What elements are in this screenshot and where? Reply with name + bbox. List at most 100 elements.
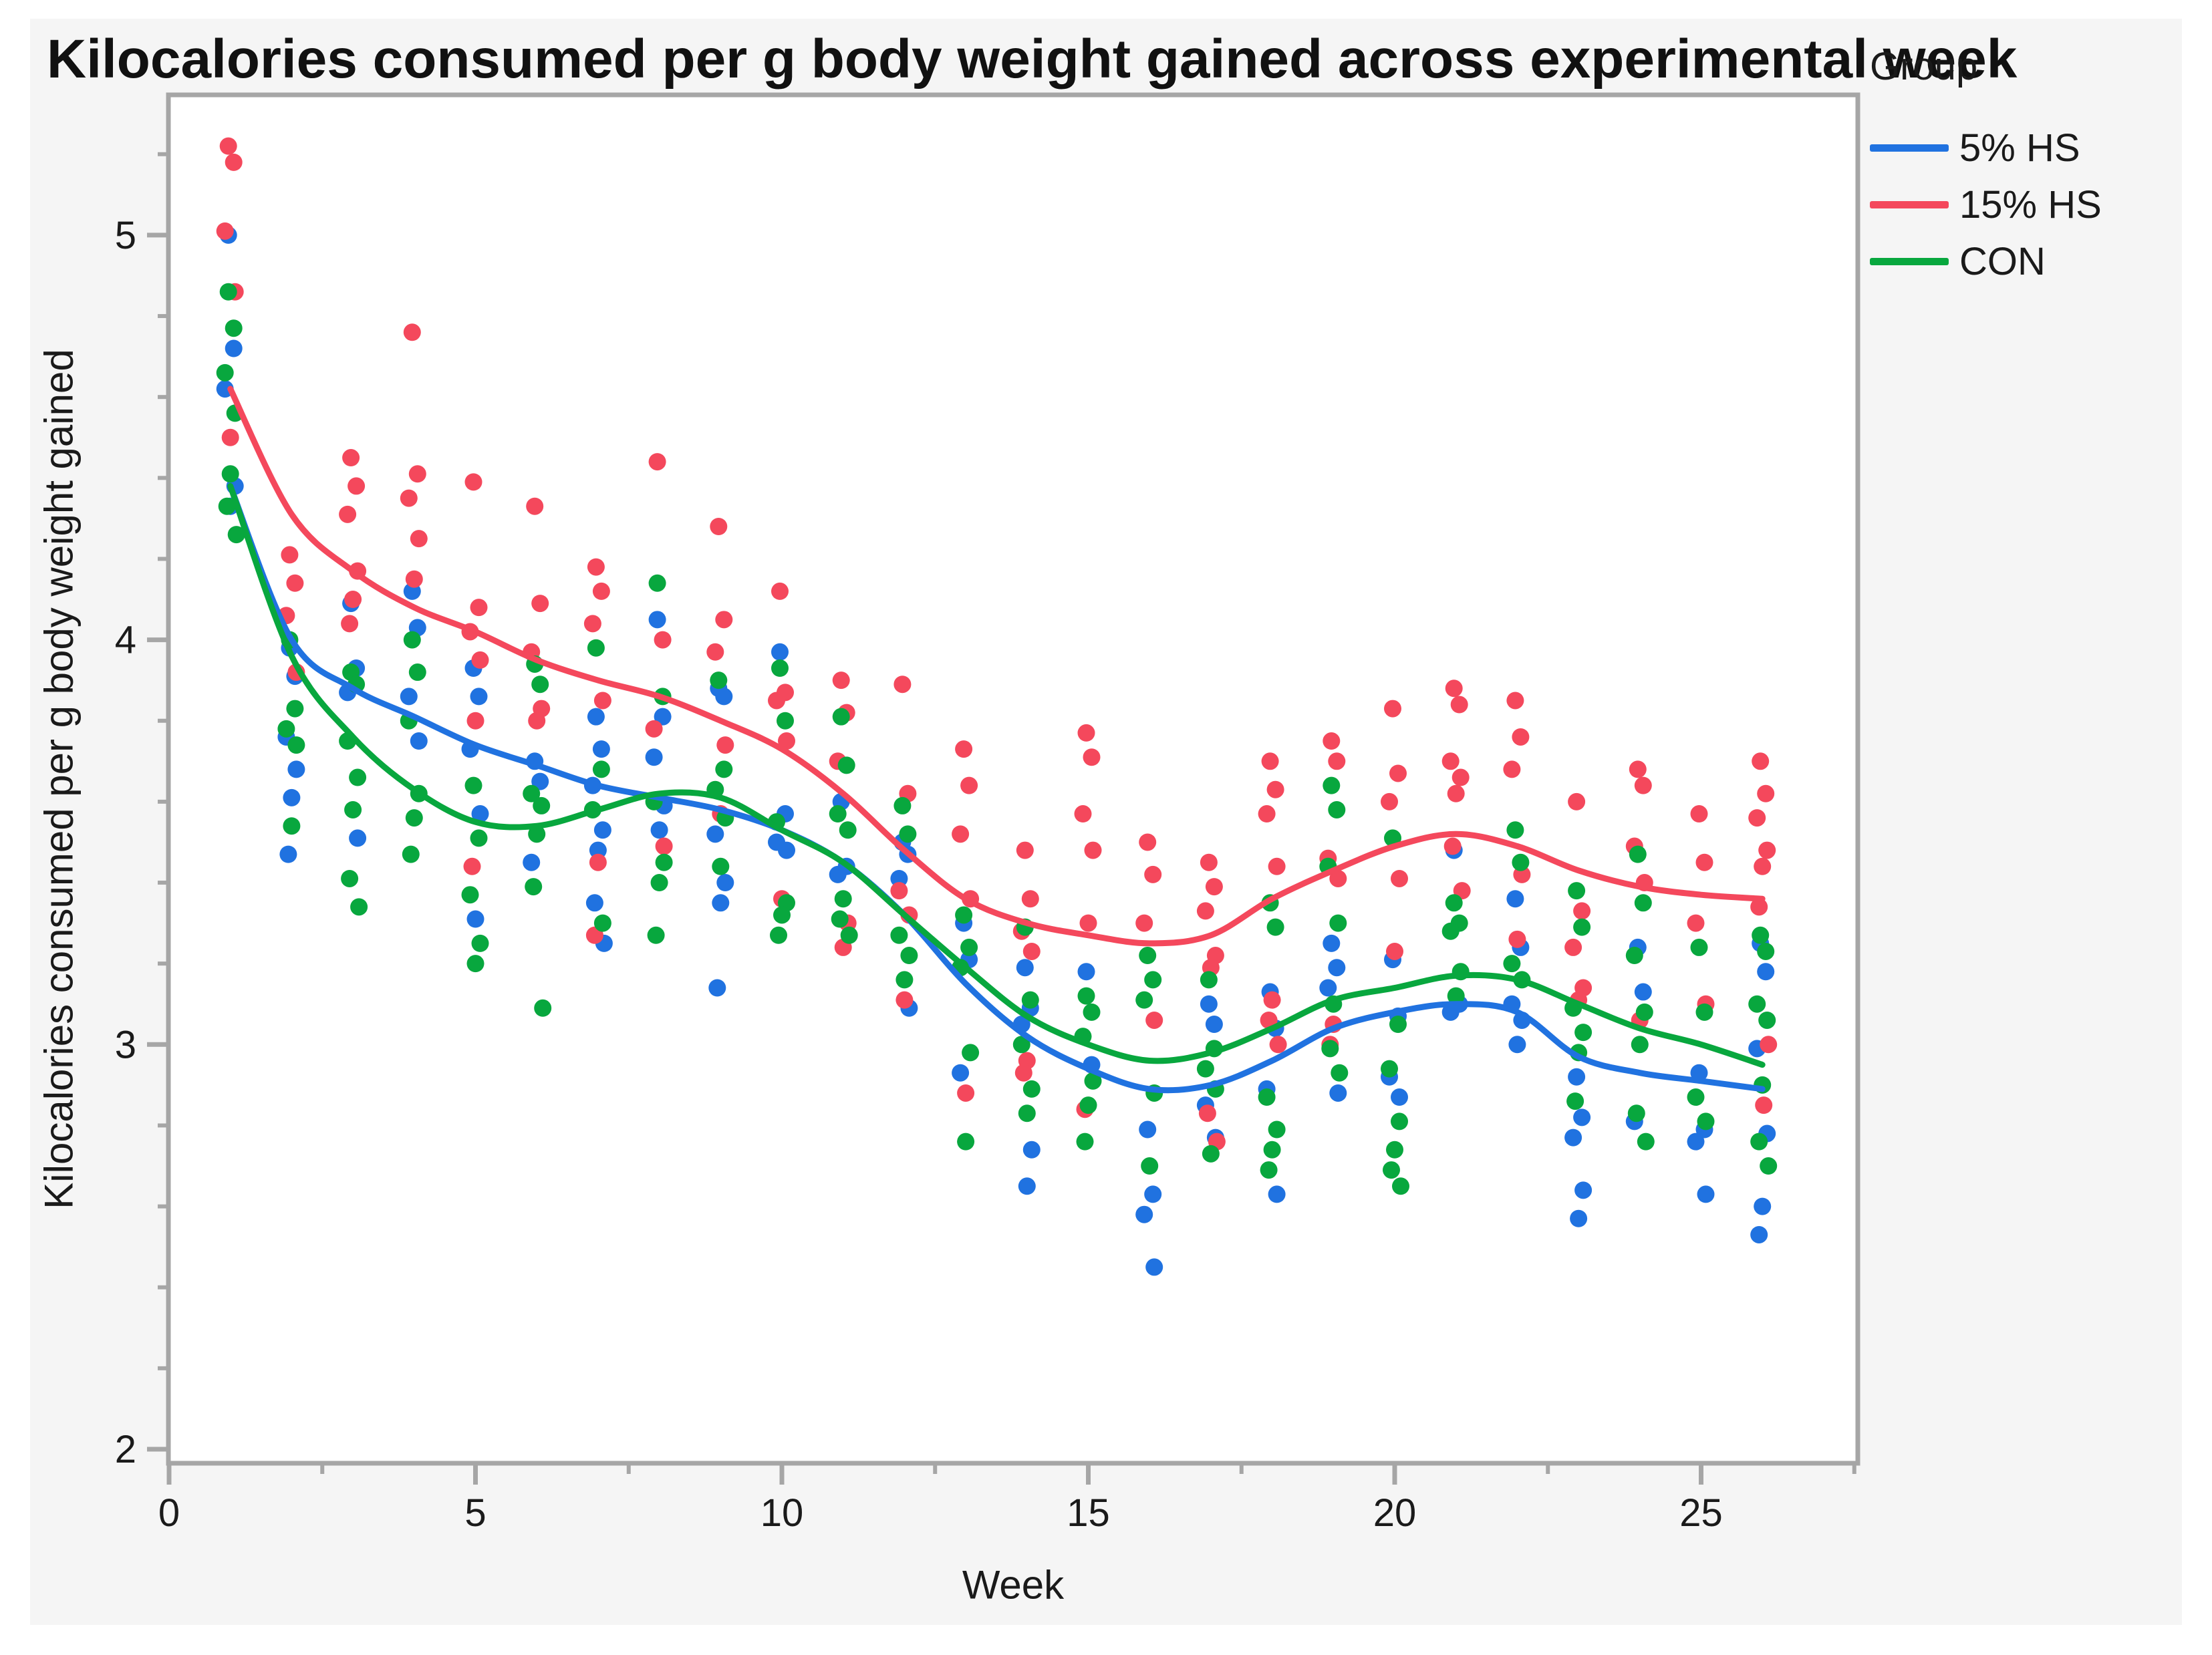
data-point [466,955,485,973]
data-point [1690,938,1708,956]
data-point [771,659,789,677]
data-point [470,599,488,617]
data-point [1752,752,1770,770]
data-point [592,740,610,758]
data-point [225,339,243,357]
data-point [287,736,305,754]
data-point [585,894,603,912]
data-point [716,874,734,892]
data-point [837,756,855,774]
data-point [589,853,607,871]
data-point [471,651,489,669]
data-point [648,611,666,629]
data-point [1323,776,1341,794]
data-point [1748,995,1766,1013]
data-point [715,688,733,706]
data-point [531,595,549,613]
data-point [768,692,785,710]
data-point [710,671,728,690]
data-point [648,453,666,471]
data-point [1268,1120,1286,1139]
data-point [1016,959,1034,977]
data-point [1329,914,1347,932]
data-point [770,926,787,944]
data-point [1077,987,1095,1005]
data-point [470,829,488,847]
data-point [1144,1185,1162,1203]
data-point [1139,947,1157,965]
data-point [1445,894,1463,912]
data-point [592,582,610,600]
data-point [1074,805,1092,823]
data-point [225,319,243,337]
data-point [955,906,973,924]
data-point [405,570,423,588]
data-point [1331,1064,1349,1082]
data-point [1503,760,1521,778]
data-point [1392,1177,1409,1195]
data-point [1077,963,1095,981]
data-point [706,643,724,661]
data-point [470,688,488,706]
data-point [1447,987,1465,1005]
data-point [895,991,914,1009]
data-point [777,712,794,730]
data-point [706,825,724,843]
data-point [587,708,605,726]
data-point [831,910,849,928]
data-point [771,582,789,600]
data-point [1200,853,1218,871]
data-point [829,805,847,823]
data-point [283,817,301,835]
x-tick-label: 0 [158,1491,180,1535]
x-tick-label: 10 [761,1491,804,1535]
data-point [227,526,245,544]
data-point [1386,942,1403,960]
data-point [471,934,489,952]
data-point [650,874,668,892]
data-point [1268,857,1286,875]
x-tick-label: 25 [1679,1491,1723,1535]
data-point [1441,752,1460,770]
data-point [1634,983,1652,1001]
data-point [1329,1084,1347,1102]
data-point [1196,1060,1214,1078]
data-point [1512,728,1530,746]
data-point [834,890,852,908]
data-point [1512,853,1530,871]
data-point [1760,1157,1778,1175]
data-point [1135,991,1153,1009]
data-point [1441,1003,1460,1021]
data-point [1687,914,1705,932]
data-point [216,222,234,240]
data-point [349,768,367,786]
data-point [525,878,543,896]
data-point [1077,724,1095,742]
data-point [1263,1141,1281,1159]
data-point [348,477,366,495]
data-point [1083,1003,1101,1021]
data-point [403,323,421,341]
data-point [829,865,847,883]
data-point [400,489,418,507]
data-point [341,869,359,887]
data-point [655,837,673,855]
data-point [1752,926,1770,944]
legend-entry: 15% HS [1870,176,2102,233]
legend-label: CON [1959,240,2046,283]
data-point [832,708,850,726]
data-point [1266,918,1284,936]
data-point [534,999,552,1017]
data-point [344,800,362,818]
data-point [1629,845,1647,863]
data-point [1631,1036,1649,1054]
data-point [1695,1003,1713,1021]
data-point [1144,971,1162,989]
data-point [408,465,426,483]
data-point [952,825,970,843]
data-point [1754,1197,1772,1215]
data-point [839,821,857,839]
data-point [1196,902,1214,920]
data-point [1022,1141,1041,1159]
